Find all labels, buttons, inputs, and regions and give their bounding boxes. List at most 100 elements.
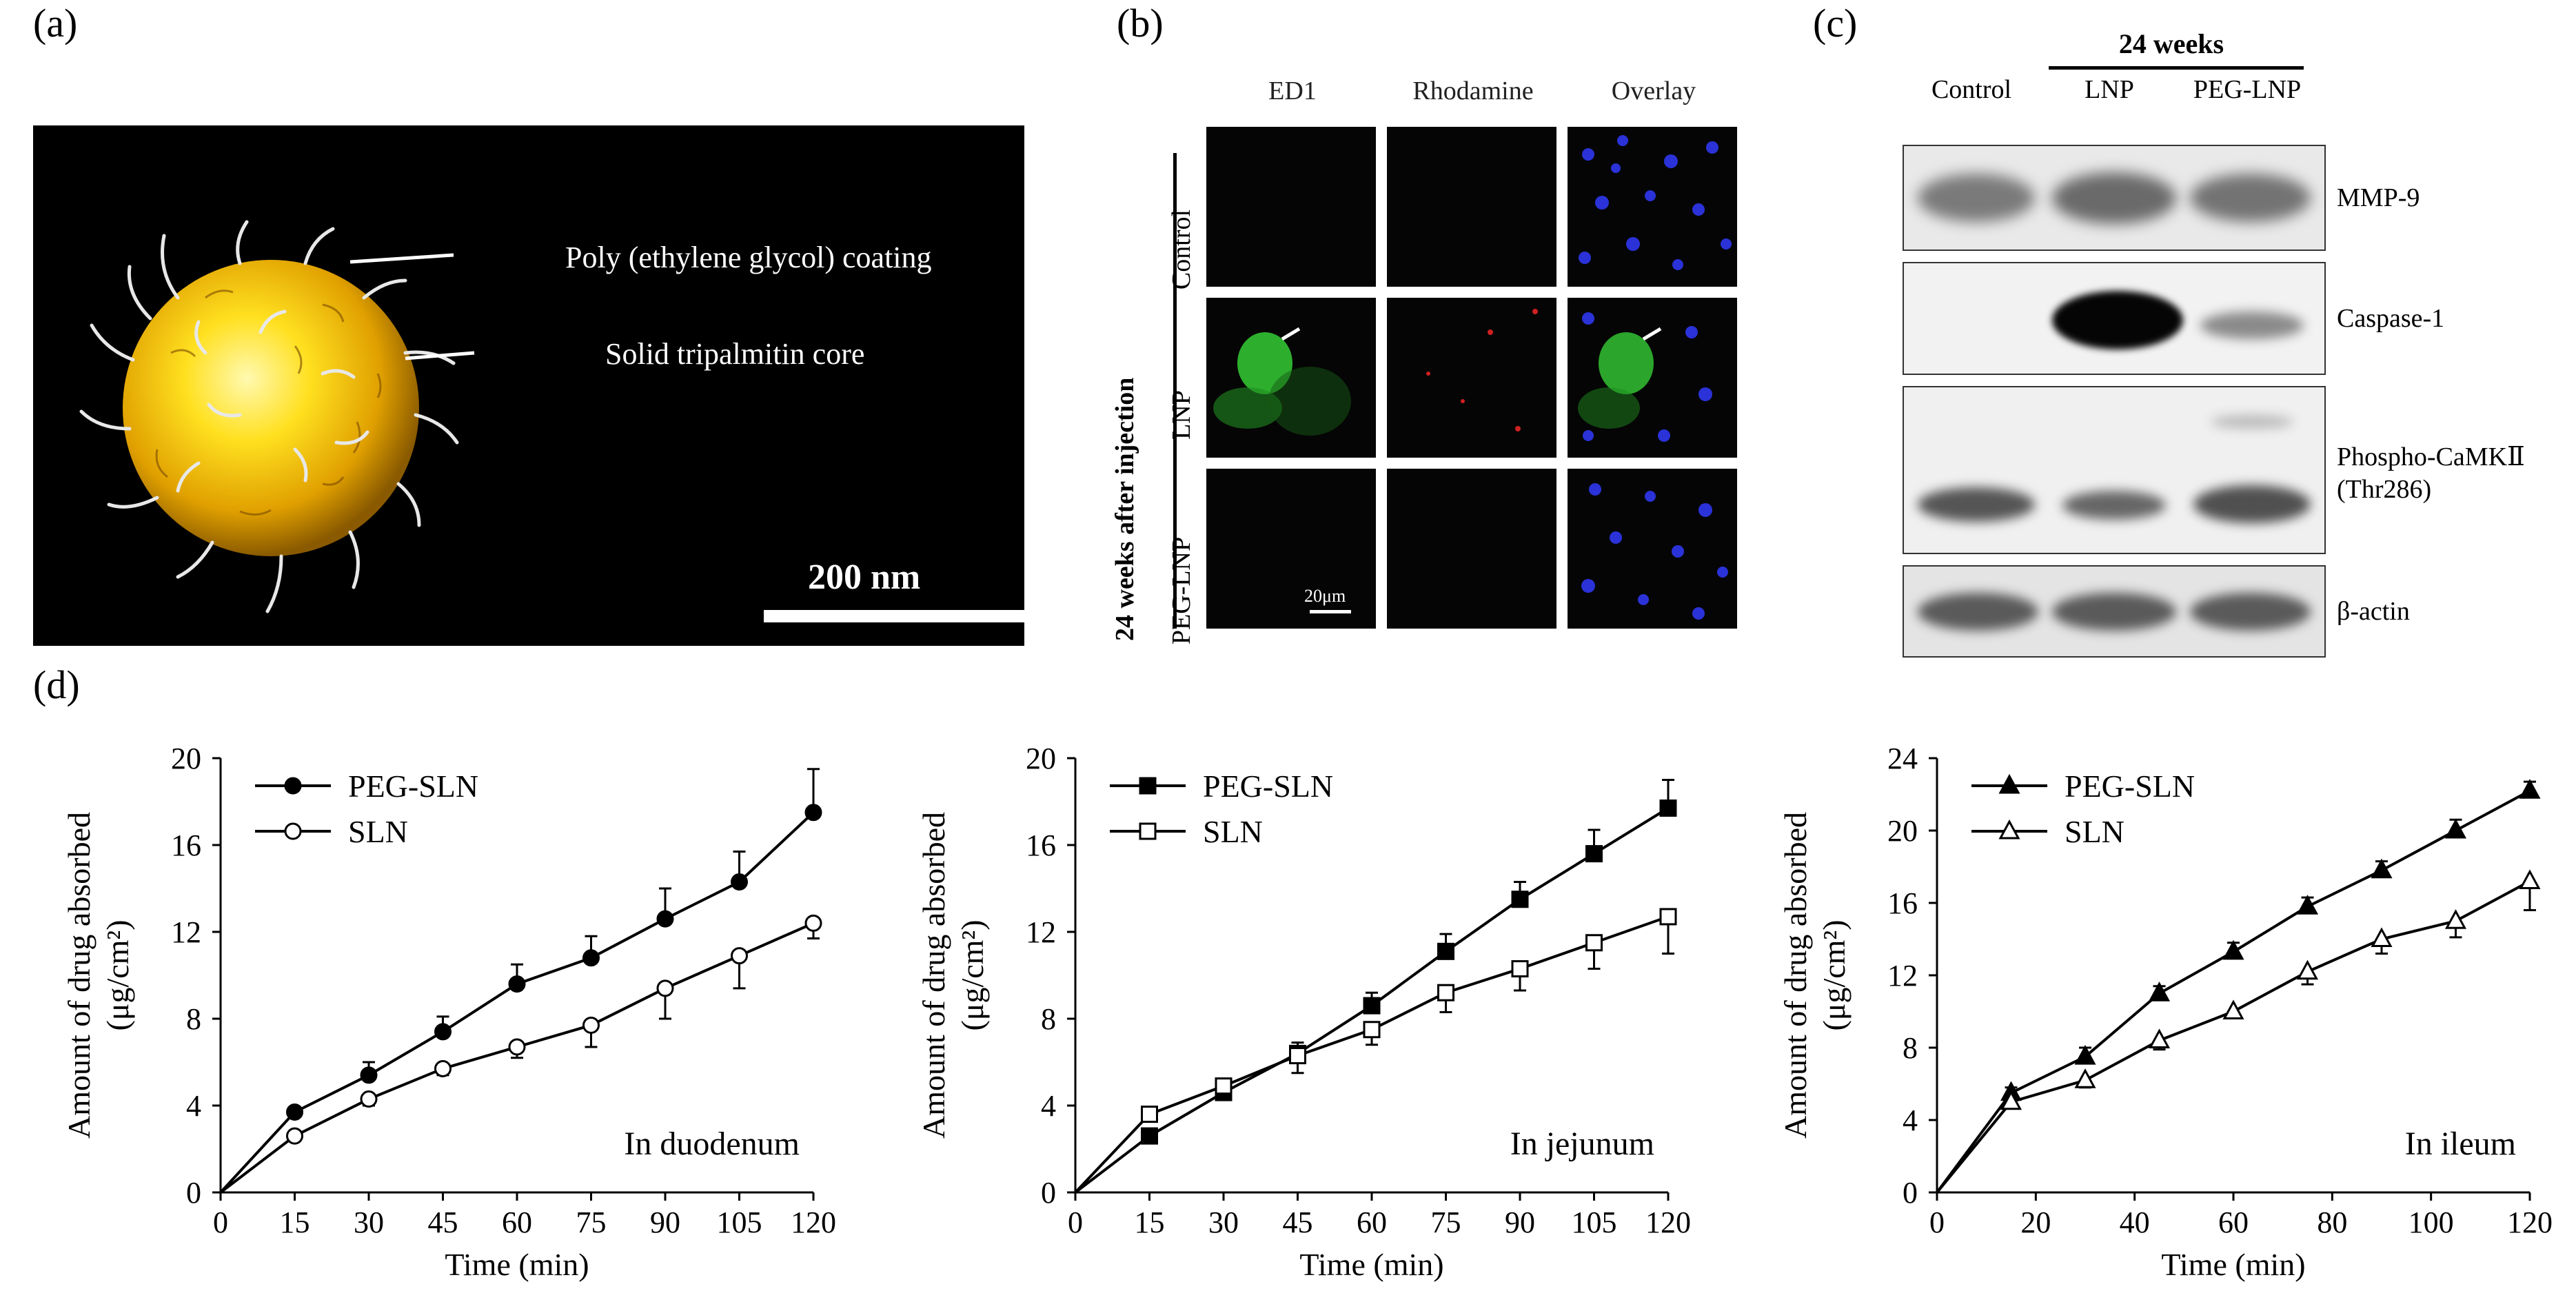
data-point <box>2296 959 2319 980</box>
legend-marker <box>1998 773 2020 794</box>
data-point <box>1585 934 1603 952</box>
scale-bar-b-label: 20μm <box>1304 586 1346 606</box>
data-point <box>434 1023 452 1041</box>
data-point <box>1141 1127 1158 1145</box>
x-tick-label: 40 <box>2120 1206 2150 1239</box>
x-tick-label: 0 <box>1929 1206 1945 1239</box>
data-point <box>2074 1044 2096 1065</box>
legend-label: PEG-SLN <box>348 769 478 804</box>
data-point <box>1585 845 1603 863</box>
series-peg-sln <box>219 768 822 1194</box>
y-axis-unit: (μg/cm²) <box>100 919 135 1030</box>
micrograph-control-overlay <box>1568 127 1737 287</box>
x-tick-label: 60 <box>1357 1206 1387 1239</box>
nuclei-overlay <box>1579 135 1732 270</box>
segment-annotation: In ileum <box>2405 1126 2516 1162</box>
x-tick-label: 30 <box>1208 1206 1239 1239</box>
data-point <box>731 947 748 965</box>
y-tick-label: 4 <box>186 1089 201 1123</box>
ed1-signal <box>1213 327 1351 436</box>
x-axis-title: Time (min) <box>1299 1247 1443 1282</box>
data-point <box>286 1103 303 1121</box>
lnp-overlay-signal <box>1578 312 1712 442</box>
y-tick-label: 8 <box>1903 1031 1918 1065</box>
data-point <box>2371 927 2393 947</box>
y-tick-label: 8 <box>186 1002 201 1036</box>
y-tick-label: 20 <box>171 742 201 775</box>
data-point <box>1215 1077 1233 1095</box>
panel-label-a: (a) <box>33 1 78 45</box>
y-tick-label: 8 <box>1041 1002 1056 1036</box>
blot-caspase1 <box>1903 262 2326 375</box>
data-point <box>1289 1047 1306 1065</box>
x-tick-label: 75 <box>1431 1206 1461 1239</box>
legend-marker <box>1139 822 1157 840</box>
scale-bar <box>764 610 1024 622</box>
peg-strands <box>79 220 459 613</box>
chart-duodenum: 0 15 30 45 60 75 90 105 120 0 4 8 12 16 20 Time (min) Am… <box>28 717 855 1302</box>
chart-jejunum: 0 15 30 45 60 75 90 105 120 0 4 8 12 16 20 Time (min) Am… <box>882 717 1710 1302</box>
series-sln <box>219 914 822 1194</box>
data-point <box>2148 981 2171 1001</box>
legend-marker <box>284 822 302 840</box>
y-tick-label: 12 <box>1887 959 1918 993</box>
x-tick-label: 0 <box>1068 1206 1083 1239</box>
row-label-peg-lnp: PEG-LNP <box>1167 536 1196 645</box>
lane-label-peg-lnp: PEG-LNP <box>2193 75 2302 104</box>
x-tick-label: 60 <box>2218 1206 2249 1239</box>
series-sln <box>1936 869 2541 1194</box>
data-point <box>2222 999 2244 1019</box>
column-label-ed1: ED1 <box>1268 77 1317 105</box>
nuclei-overlay-peg <box>1581 483 1728 620</box>
blot-mmp9 <box>1903 145 2326 251</box>
y-tick-label: 4 <box>1903 1103 1918 1137</box>
blot-label-beta-actin: β-actin <box>2337 597 2410 626</box>
data-point <box>1659 799 1677 817</box>
legend-label: SLN <box>1203 814 1263 849</box>
chart-ileum: 0 20 40 60 80 100 120 0 4 8 12 16 20 24 Time (min) Amou… <box>1744 717 2571 1302</box>
chart-svg: 0 15 30 45 60 75 90 105 120 0 4 8 12 16 20 Time (min) Am… <box>916 742 1691 1282</box>
blot-beta-actin <box>1903 565 2326 658</box>
row-label-lnp: LNP <box>1167 390 1196 440</box>
panel-label-c: (c) <box>1813 1 1858 45</box>
data-point <box>360 1066 378 1084</box>
y-tick-label: 0 <box>1903 1176 1918 1210</box>
x-tick-label: 105 <box>717 1206 762 1239</box>
x-tick-label: 45 <box>1283 1206 1313 1239</box>
x-tick-label: 20 <box>2020 1206 2051 1239</box>
x-tick-label: 15 <box>280 1206 310 1239</box>
panel-label-d: (d) <box>33 662 80 707</box>
rhodamine-signal <box>1426 309 1538 431</box>
y-tick-label: 12 <box>1026 915 1056 949</box>
data-point <box>1511 960 1529 978</box>
data-point <box>582 949 600 967</box>
legend-label: PEG-SLN <box>2065 769 2195 804</box>
y-tick-label: 16 <box>171 828 201 862</box>
blot-label-phospho-camkii: Phospho-CaMKⅡ <box>2337 443 2525 471</box>
micrograph-control-ed1 <box>1206 127 1376 287</box>
data-point <box>1141 1106 1158 1123</box>
micrograph-lnp-rhodamine <box>1387 298 1556 458</box>
legend: PEG-SLN SLN <box>255 769 478 849</box>
data-point <box>804 804 822 822</box>
fluorescence-grid-panel: ED1 Rhodamine Overlay 24 weeks after inj… <box>1089 69 1820 648</box>
blot-label-caspase1: Caspase-1 <box>2337 304 2445 333</box>
y-axis-title: Amount of drug absorbed <box>1778 812 1813 1139</box>
data-point <box>2000 1090 2022 1110</box>
micrograph-peg-lnp-rhodamine <box>1387 469 1556 629</box>
data-point <box>2371 858 2393 879</box>
data-point <box>2148 1028 2171 1048</box>
x-tick-label: 30 <box>354 1206 384 1239</box>
lane-label-lnp: LNP <box>2085 75 2134 104</box>
y-tick-label: 16 <box>1887 886 1918 920</box>
chart-svg: 0 15 30 45 60 75 90 105 120 0 4 8 12 16 20 Time (min) Am… <box>61 742 836 1282</box>
y-axis-unit: (μg/cm²) <box>955 919 990 1030</box>
y-tick-label: 20 <box>1026 742 1056 775</box>
data-point <box>286 1127 303 1145</box>
panel-label-b: (b) <box>1117 1 1164 45</box>
row-label-control: Control <box>1167 209 1196 290</box>
data-point <box>2222 939 2244 960</box>
data-point <box>508 975 526 993</box>
data-point <box>2444 909 2467 929</box>
